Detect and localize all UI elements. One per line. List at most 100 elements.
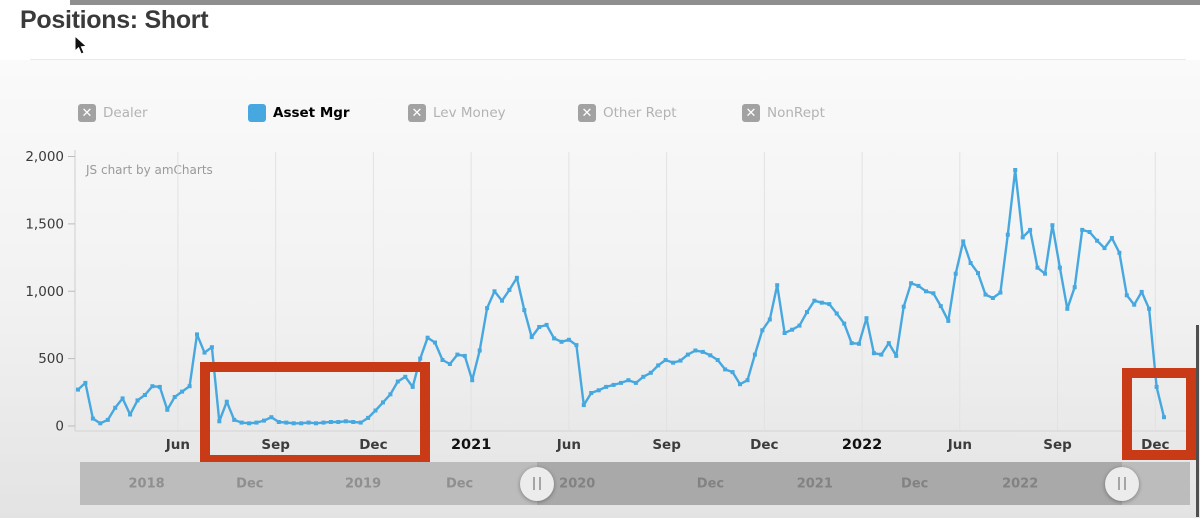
data-point-marker — [388, 392, 393, 397]
x-axis-label: Dec — [1141, 437, 1169, 453]
data-point-marker — [120, 396, 125, 401]
data-point-marker — [142, 393, 147, 397]
data-point-marker — [1154, 384, 1159, 389]
chart-canvas[interactable]: 0 500 1,000 1,500 2,000 Jun Sep Dec 2021 Jun Sep De… — [0, 60, 1200, 518]
chart-scrollbar-track[interactable]: 2018 Dec 2019 Dec 2020 Dec 2021 Dec 2022 — [80, 462, 1190, 505]
data-point-marker — [790, 327, 795, 332]
data-point-marker — [775, 283, 780, 288]
x-axis-label: Sep — [261, 437, 290, 453]
y-axis-label: 1,500 — [25, 216, 64, 232]
data-point-marker — [1057, 265, 1062, 270]
data-point-marker — [723, 367, 728, 372]
data-point-marker — [172, 395, 177, 399]
data-point-marker — [269, 415, 274, 420]
legend-label: NonRept — [767, 105, 825, 121]
data-point-marker — [663, 358, 668, 362]
data-point-marker — [262, 418, 266, 423]
data-point-marker — [552, 336, 557, 341]
data-point-marker — [685, 352, 690, 357]
scrollbar-period-label: Dec — [696, 476, 725, 491]
data-point-marker — [589, 391, 594, 395]
data-point-marker — [1109, 236, 1114, 240]
data-point-marker — [827, 302, 832, 307]
data-point-marker — [678, 358, 683, 363]
legend-item-other-rept[interactable]: ✕ Other Rept — [578, 104, 677, 122]
y-axis-label: 2,000 — [25, 149, 64, 165]
window-top-bar — [70, 0, 1200, 5]
data-point-marker — [849, 341, 854, 346]
data-point-marker — [559, 339, 564, 344]
data-point-marker — [819, 300, 824, 305]
data-point-marker — [276, 420, 281, 424]
data-point-marker — [767, 317, 772, 322]
scrollbar-period-label: Dec — [901, 476, 929, 491]
data-point-marker — [752, 352, 757, 357]
data-point-marker — [1043, 271, 1047, 276]
data-point-marker — [373, 408, 378, 413]
data-point-marker — [782, 331, 787, 335]
scrollbar-unselected-range[interactable] — [80, 462, 538, 505]
data-point-marker — [909, 281, 914, 286]
data-point-marker — [879, 352, 884, 357]
data-point-marker — [901, 304, 906, 309]
scrollbar-period-label: 2021 — [796, 476, 833, 491]
data-point-marker — [566, 337, 571, 342]
scrollbar-drag-handle-left[interactable] — [520, 466, 555, 501]
page-title: Positions: Short — [20, 6, 209, 34]
data-point-marker — [98, 421, 103, 426]
legend-marker-disabled-x-icon[interactable]: ✕ — [78, 104, 96, 122]
legend-label: Other Rept — [603, 105, 677, 121]
data-point-marker — [812, 298, 817, 303]
data-point-marker — [239, 420, 244, 425]
data-point-marker — [1147, 306, 1152, 311]
data-point-marker — [797, 323, 802, 328]
legend-marker-disabled-x-icon[interactable]: ✕ — [578, 104, 596, 122]
data-point-marker — [128, 412, 133, 417]
x-axis-label: Jun — [556, 437, 581, 453]
data-point-marker — [871, 351, 876, 356]
data-point-marker — [738, 382, 742, 387]
data-point-marker — [507, 287, 512, 292]
data-point-marker — [314, 421, 318, 426]
data-point-marker — [522, 308, 527, 313]
data-point-marker — [321, 420, 326, 425]
data-point-marker — [433, 340, 437, 345]
data-point-marker — [395, 379, 400, 384]
data-point-marker — [1072, 285, 1077, 290]
legend-item-asset-mgr[interactable]: Asset Mgr — [248, 104, 350, 122]
data-point-marker — [648, 370, 653, 375]
amcharts-watermark: JS chart by amCharts — [86, 163, 213, 177]
data-point-marker — [693, 348, 698, 353]
data-point-marker — [514, 275, 519, 280]
data-point-marker — [983, 292, 988, 297]
x-axis-label: Sep — [1043, 437, 1072, 453]
data-point-marker — [1124, 293, 1129, 298]
data-point-marker — [358, 420, 363, 425]
data-point-marker — [596, 388, 601, 393]
data-point-marker — [998, 290, 1003, 295]
data-point-marker — [641, 374, 646, 379]
legend-item-lev-money[interactable]: ✕ Lev Money — [408, 104, 506, 122]
data-point-marker — [83, 380, 88, 385]
annotation-red-box-1 — [200, 362, 430, 465]
x-axis-label: Dec — [359, 437, 387, 453]
data-point-marker — [1080, 227, 1085, 232]
data-point-marker — [1028, 227, 1033, 232]
scrollbar-drag-handle-right[interactable] — [1105, 466, 1140, 501]
data-point-marker — [195, 332, 199, 337]
x-axis-label: Sep — [652, 437, 681, 453]
legend-item-nonrept[interactable]: ✕ NonRept — [742, 104, 825, 122]
legend-item-dealer[interactable]: ✕ Dealer — [78, 104, 148, 122]
data-point-marker — [217, 419, 222, 424]
data-point-marker — [1020, 235, 1025, 240]
data-point-marker — [418, 356, 423, 361]
legend-marker-active-icon[interactable] — [248, 104, 266, 122]
legend-marker-disabled-x-icon[interactable]: ✕ — [408, 104, 426, 122]
data-point-marker — [574, 343, 579, 348]
legend-marker-disabled-x-icon[interactable]: ✕ — [742, 104, 760, 122]
data-point-marker — [619, 380, 623, 385]
data-point-marker — [180, 389, 185, 394]
data-point-marker — [1087, 230, 1092, 234]
mouse-cursor-icon — [74, 36, 88, 55]
data-point-marker — [90, 416, 95, 421]
